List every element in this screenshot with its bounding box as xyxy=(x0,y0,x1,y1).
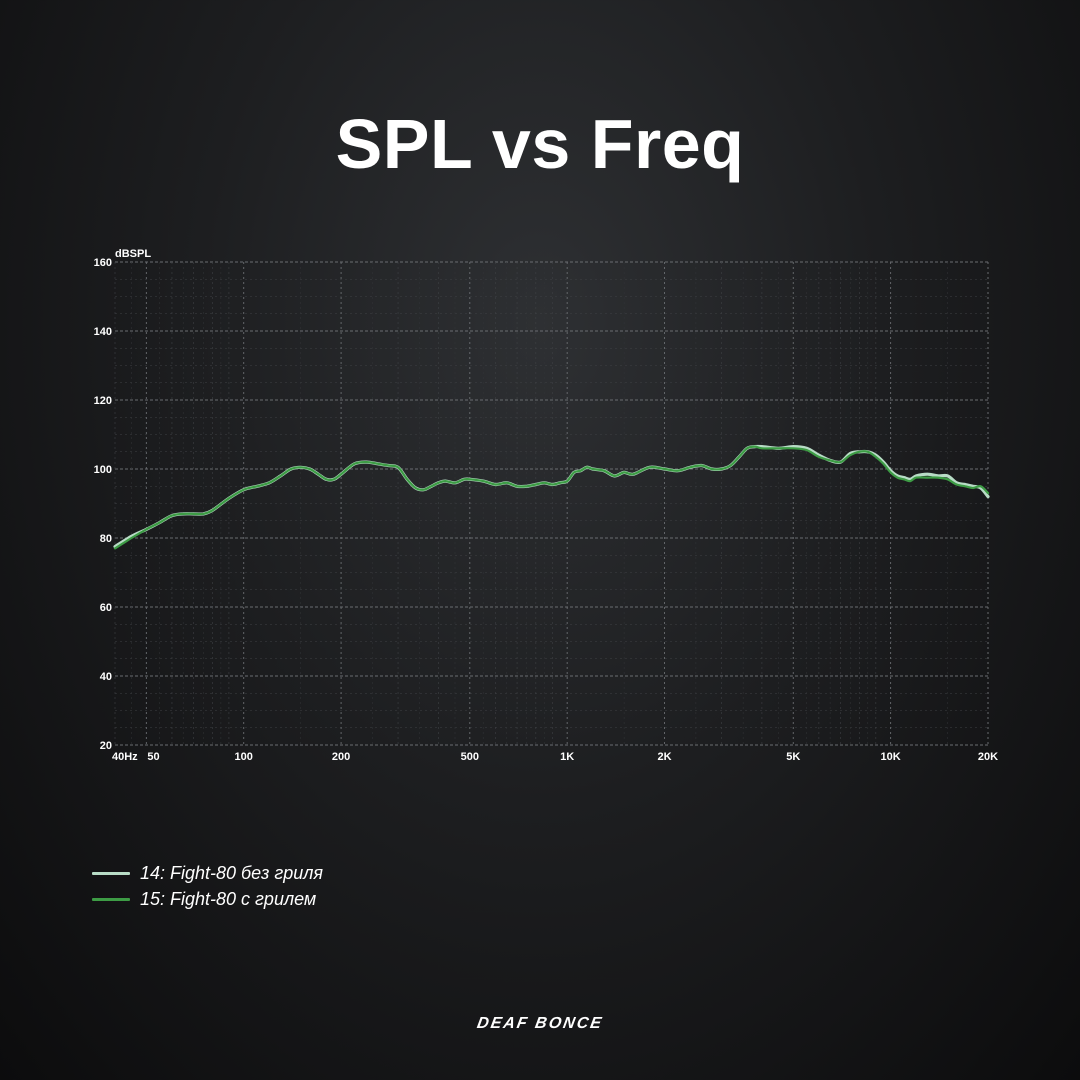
x-tick-label: 20K xyxy=(978,751,998,763)
brand-logo: DEAF BONCE xyxy=(475,1015,605,1032)
x-tick-label: 5K xyxy=(786,751,800,763)
series-line-14 xyxy=(113,444,990,549)
y-tick-label: 40 xyxy=(100,671,112,683)
y-tick-label: 120 xyxy=(94,395,112,407)
x-tick-label: 100 xyxy=(235,751,253,763)
x-tick-label: 2K xyxy=(658,751,672,763)
chart-title: SPL vs Freq xyxy=(335,105,745,183)
legend-swatch xyxy=(92,897,130,901)
legend-item-15: 15: Fight-80 с грилем xyxy=(92,886,323,912)
x-tick-label: 200 xyxy=(332,751,350,763)
chart-legend: 14: Fight-80 без гриля 15: Fight-80 с гр… xyxy=(92,860,323,912)
x-tick-label: 40Hz xyxy=(112,751,138,763)
y-tick-label: 140 xyxy=(94,326,112,338)
legend-label: 14: Fight-80 без гриля xyxy=(140,862,324,883)
chart-grid xyxy=(114,261,989,746)
y-tick-label: 80 xyxy=(100,533,112,545)
legend-item-14: 14: Fight-80 без гриля xyxy=(92,860,323,886)
series-line-15 xyxy=(113,445,990,550)
legend-label: 15: Fight-80 с грилем xyxy=(140,888,317,909)
axis-ticks: 20 40 60 80 100 120 140 160 40Hz 50 100 200 500 1K 2K 5… xyxy=(94,257,999,763)
x-tick-label: 50 xyxy=(147,751,159,763)
y-tick-label: 100 xyxy=(94,464,112,476)
chart-series xyxy=(113,444,990,550)
y-tick-label: 160 xyxy=(94,257,112,269)
x-tick-label: 10K xyxy=(881,751,901,763)
legend-swatch xyxy=(92,871,130,875)
y-tick-label: 60 xyxy=(100,602,112,614)
y-axis-label: dBSPL xyxy=(115,248,151,260)
x-tick-label: 500 xyxy=(461,751,479,763)
x-tick-label: 1K xyxy=(560,751,574,763)
y-tick-label: 20 xyxy=(100,740,112,752)
